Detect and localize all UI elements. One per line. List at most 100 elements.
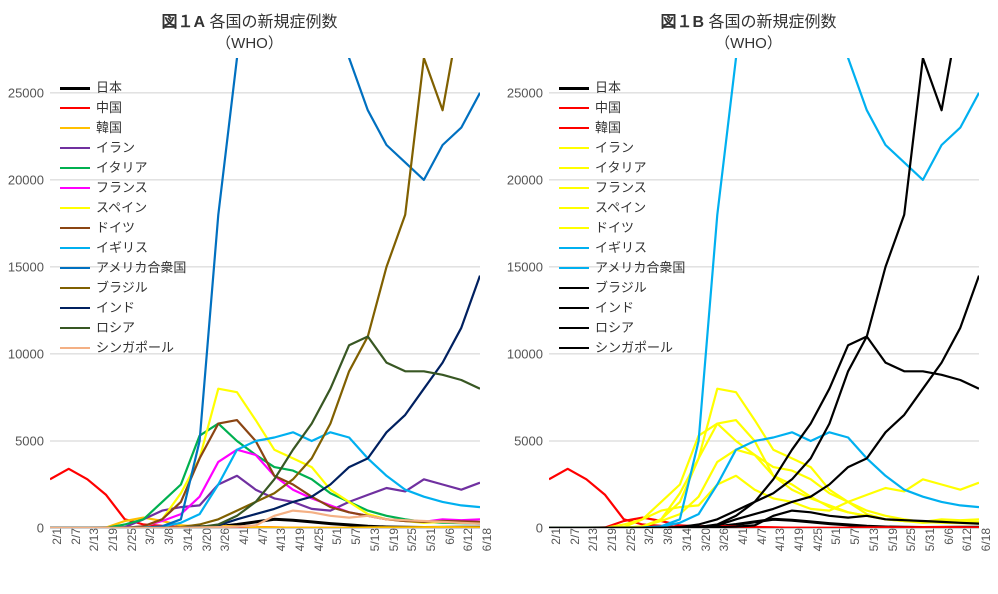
x-tick-label: 6/12 <box>461 528 475 551</box>
legend-swatch <box>60 147 90 149</box>
legend-item: イラン <box>559 138 685 158</box>
x-tick-label: 4/1 <box>736 528 750 545</box>
legend-item: インド <box>559 298 685 318</box>
legend-swatch <box>60 267 90 269</box>
legend-item: ロシア <box>559 318 685 338</box>
x-tick-label: 6/6 <box>443 528 457 545</box>
x-tick-label: 6/6 <box>942 528 956 545</box>
plot-area-a: 05000100001500020000250002/12/72/132/192… <box>50 58 480 528</box>
legend-item: イギリス <box>60 238 186 258</box>
x-tick-label: 5/1 <box>330 528 344 545</box>
legend-label: 韓国 <box>96 118 122 138</box>
legend-swatch <box>60 127 90 129</box>
legend-item: アメリカ合衆国 <box>60 258 186 278</box>
legend-label: 日本 <box>96 78 122 98</box>
legend-swatch <box>60 247 90 249</box>
legend-swatch <box>559 147 589 149</box>
x-tick-label: 2/25 <box>624 528 638 551</box>
y-tick-label: 0 <box>536 521 543 536</box>
legend-item: シンガポール <box>559 338 685 358</box>
x-tick-label: 5/25 <box>405 528 419 551</box>
legend-label: ロシア <box>595 318 634 338</box>
x-tick-label: 5/31 <box>923 528 937 551</box>
y-tick-label: 20000 <box>507 172 543 187</box>
chart-legend: 日本中国韓国イランイタリアフランススペインドイツイギリスアメリカ合衆国ブラジルイ… <box>559 78 685 358</box>
legend-label: シンガポール <box>595 338 673 358</box>
y-tick-label: 0 <box>37 521 44 536</box>
legend-label: イタリア <box>595 158 646 178</box>
x-tick-label: 6/18 <box>979 528 993 551</box>
x-tick-label: 5/1 <box>829 528 843 545</box>
plot-area-b: 05000100001500020000250002/12/72/132/192… <box>549 58 979 528</box>
x-tick-label: 3/8 <box>162 528 176 545</box>
x-tick-label: 5/19 <box>387 528 401 551</box>
legend-swatch <box>60 287 90 289</box>
legend-label: インド <box>96 298 135 318</box>
legend-label: フランス <box>595 178 647 198</box>
legend-label: ブラジル <box>96 278 148 298</box>
y-tick-label: 15000 <box>8 259 44 274</box>
x-tick-label: 3/20 <box>699 528 713 551</box>
legend-swatch <box>559 127 589 129</box>
x-tick-label: 6/12 <box>960 528 974 551</box>
x-tick-label: 4/13 <box>274 528 288 551</box>
x-tick-label: 3/8 <box>661 528 675 545</box>
legend-swatch <box>60 167 90 169</box>
legend-label: アメリカ合衆国 <box>595 258 685 278</box>
legend-label: スペイン <box>96 198 147 218</box>
series-line <box>549 337 979 529</box>
legend-swatch <box>60 307 90 309</box>
legend-label: スペイン <box>595 198 646 218</box>
x-tick-label: 4/25 <box>811 528 825 551</box>
x-tick-label: 3/2 <box>642 528 656 545</box>
x-tick-label: 4/7 <box>755 528 769 545</box>
legend-item: シンガポール <box>60 338 186 358</box>
legend-item: 韓国 <box>60 118 186 138</box>
y-tick-label: 5000 <box>15 433 44 448</box>
x-tick-label: 2/19 <box>106 528 120 551</box>
x-tick-label: 3/20 <box>200 528 214 551</box>
legend-label: インド <box>595 298 634 318</box>
x-tick-label: 5/31 <box>424 528 438 551</box>
series-line <box>50 337 480 529</box>
legend-item: インド <box>60 298 186 318</box>
y-tick-label: 25000 <box>8 85 44 100</box>
legend-swatch <box>60 227 90 229</box>
legend-item: スペイン <box>559 198 685 218</box>
legend-label: イラン <box>595 138 634 158</box>
legend-label: ドイツ <box>595 218 634 238</box>
x-tick-label: 2/1 <box>50 528 64 545</box>
x-tick-label: 5/25 <box>904 528 918 551</box>
panel-a: 図１A 各国の新規症例数 （WHO） 050001000015000200002… <box>0 0 499 594</box>
legend-label: 韓国 <box>595 118 621 138</box>
x-tick-label: 2/13 <box>87 528 101 551</box>
legend-item: アメリカ合衆国 <box>559 258 685 278</box>
legend-swatch <box>559 347 589 349</box>
x-tick-label: 2/7 <box>69 528 83 545</box>
legend-swatch <box>60 347 90 349</box>
y-tick-label: 15000 <box>507 259 543 274</box>
x-tick-label: 4/25 <box>312 528 326 551</box>
legend-label: フランス <box>96 178 148 198</box>
legend-item: ドイツ <box>559 218 685 238</box>
legend-label: イラン <box>96 138 135 158</box>
x-tick-label: 3/2 <box>143 528 157 545</box>
legend-item: 日本 <box>559 78 685 98</box>
legend-label: アメリカ合衆国 <box>96 258 186 278</box>
y-tick-label: 25000 <box>507 85 543 100</box>
x-tick-label: 4/7 <box>256 528 270 545</box>
x-tick-label: 4/19 <box>293 528 307 551</box>
x-tick-label: 2/25 <box>125 528 139 551</box>
legend-swatch <box>559 227 589 229</box>
legend-swatch <box>60 87 90 90</box>
legend-label: シンガポール <box>96 338 174 358</box>
legend-label: 中国 <box>96 98 122 118</box>
chart-subtitle-b: （WHO） <box>499 32 998 53</box>
legend-swatch <box>559 307 589 309</box>
legend-item: イラン <box>60 138 186 158</box>
legend-item: スペイン <box>60 198 186 218</box>
legend-item: ドイツ <box>60 218 186 238</box>
legend-item: フランス <box>60 178 186 198</box>
legend-label: ドイツ <box>96 218 135 238</box>
y-tick-label: 10000 <box>507 346 543 361</box>
